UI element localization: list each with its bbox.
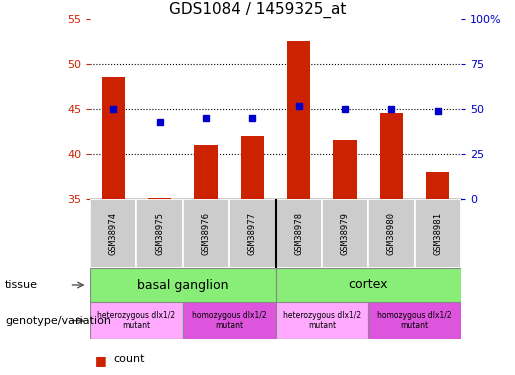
Bar [287, 41, 310, 199]
Bar [334, 140, 356, 199]
Bar [322, 199, 368, 268]
Bar [229, 199, 276, 268]
Text: GSM38975: GSM38975 [155, 212, 164, 255]
Text: ■: ■ [95, 354, 107, 368]
Bar [90, 199, 136, 268]
Text: basal ganglion: basal ganglion [137, 279, 229, 291]
Bar [426, 172, 449, 199]
Bar [90, 302, 183, 339]
Bar [136, 199, 183, 268]
Text: heterozygous dlx1/2
mutant: heterozygous dlx1/2 mutant [283, 311, 361, 330]
Bar [194, 145, 217, 199]
Bar [276, 302, 368, 339]
Bar [90, 268, 276, 302]
Text: count: count [113, 354, 145, 364]
Text: tissue: tissue [5, 280, 38, 290]
Text: GSM38980: GSM38980 [387, 212, 396, 255]
Text: GSM38978: GSM38978 [294, 212, 303, 255]
Text: heterozygous dlx1/2
mutant: heterozygous dlx1/2 mutant [97, 311, 176, 330]
Text: GSM38977: GSM38977 [248, 212, 257, 255]
Text: GSM38981: GSM38981 [433, 212, 442, 255]
Bar [183, 302, 276, 339]
Text: homozygous dlx1/2
mutant: homozygous dlx1/2 mutant [192, 311, 266, 330]
Bar [415, 199, 461, 268]
Text: homozygous dlx1/2
mutant: homozygous dlx1/2 mutant [377, 311, 452, 330]
Text: genotype/variation: genotype/variation [5, 316, 111, 326]
Bar [380, 113, 403, 199]
Bar [148, 198, 171, 199]
Text: GDS1084 / 1459325_at: GDS1084 / 1459325_at [169, 2, 346, 18]
Bar [368, 302, 461, 339]
Text: GSM38974: GSM38974 [109, 212, 118, 255]
Bar [276, 199, 322, 268]
Bar [276, 268, 461, 302]
Bar [368, 199, 415, 268]
Text: cortex: cortex [349, 279, 388, 291]
Bar [241, 136, 264, 199]
Bar [183, 199, 229, 268]
Text: GSM38979: GSM38979 [340, 212, 350, 255]
Bar [101, 77, 125, 199]
Text: GSM38976: GSM38976 [201, 212, 211, 255]
